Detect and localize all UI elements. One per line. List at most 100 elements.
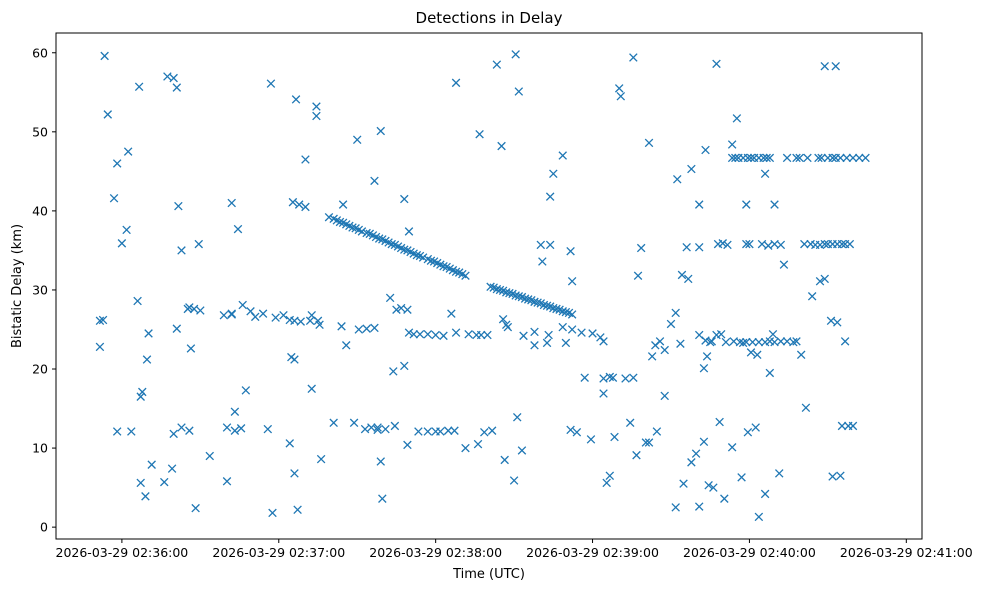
data-point-marker <box>122 225 131 235</box>
data-point-marker <box>389 367 398 376</box>
data-point-marker <box>836 471 845 481</box>
data-point-marker <box>390 421 400 431</box>
x-tick-label: 2026-03-29 02:41:00 <box>840 545 973 560</box>
data-point-marker <box>792 153 801 163</box>
data-point-marker <box>586 435 596 444</box>
data-point-marker <box>112 159 122 168</box>
data-point-marker <box>492 60 502 69</box>
data-point-marker <box>748 337 757 347</box>
data-point-marker <box>837 421 847 431</box>
data-point-marker <box>338 200 348 209</box>
data-point-marker <box>636 243 646 253</box>
data-point-marker <box>742 337 751 347</box>
data-point-marker <box>307 384 316 394</box>
data-point-marker <box>512 412 522 422</box>
data-point-marker <box>768 329 778 339</box>
data-point-marker <box>373 423 382 432</box>
data-point-marker <box>511 291 520 300</box>
data-point-marker <box>517 446 527 455</box>
data-point-marker <box>671 503 680 512</box>
data-point-marker <box>301 155 310 164</box>
data-point-marker <box>329 418 338 428</box>
data-point-marker <box>567 310 577 319</box>
data-point-marker <box>677 270 687 280</box>
data-point-marker <box>439 261 448 271</box>
data-point-marker <box>451 328 461 337</box>
data-point-marker <box>142 355 152 364</box>
data-point-marker <box>655 337 665 346</box>
data-point-marker <box>450 426 459 435</box>
data-point-marker <box>378 494 387 503</box>
data-point-marker <box>762 153 771 163</box>
data-point-marker <box>271 313 280 322</box>
data-point-marker <box>704 480 713 490</box>
x-tick-label: 2026-03-29 02:38:00 <box>369 545 502 560</box>
data-point-marker <box>712 59 721 69</box>
data-point-marker <box>608 373 618 382</box>
data-point-marker <box>641 438 651 447</box>
data-point-marker <box>412 250 422 260</box>
data-point-marker <box>451 267 461 277</box>
data-point-marker <box>112 427 122 436</box>
data-point-marker <box>572 428 582 437</box>
data-point-marker <box>374 234 384 243</box>
data-point-marker <box>660 391 669 401</box>
data-point-marker <box>250 312 260 322</box>
x-tick-label: 2026-03-29 02:37:00 <box>212 545 345 560</box>
data-point-marker <box>633 271 643 280</box>
data-point-marker <box>599 337 608 346</box>
data-point-marker <box>147 460 156 469</box>
data-point-marker <box>539 300 549 310</box>
data-point-marker <box>530 297 539 307</box>
data-point-marker <box>738 338 748 348</box>
data-point-marker <box>163 72 172 81</box>
data-point-marker <box>172 83 182 92</box>
data-point-marker <box>447 309 456 318</box>
data-point-marker <box>349 418 359 428</box>
data-point-marker <box>699 437 709 447</box>
data-point-marker <box>514 292 524 301</box>
data-point-marker <box>652 427 662 436</box>
data-point-marker <box>136 392 145 401</box>
data-point-marker <box>542 338 552 348</box>
data-point-marker <box>177 423 186 432</box>
data-point-marker <box>194 239 204 249</box>
data-point-marker <box>694 242 704 252</box>
data-point-marker <box>694 502 704 511</box>
data-point-marker <box>837 239 847 249</box>
data-point-marker <box>426 256 436 265</box>
data-point-marker <box>789 337 798 347</box>
data-point-marker <box>134 82 144 92</box>
data-point-marker <box>376 457 386 466</box>
data-point-marker <box>189 304 199 314</box>
data-point-marker <box>362 228 371 238</box>
data-point-marker <box>387 239 396 249</box>
data-point-marker <box>610 432 619 442</box>
data-point-marker <box>629 373 638 382</box>
data-point-marker <box>415 329 425 339</box>
y-tick-label: 40 <box>32 203 48 218</box>
data-point-marker <box>519 331 528 341</box>
data-point-marker <box>803 153 812 163</box>
data-point-marker <box>95 342 105 352</box>
data-point-marker <box>632 450 641 460</box>
data-point-marker <box>109 193 119 203</box>
data-point-marker <box>743 428 753 437</box>
plot-frame <box>55 32 923 540</box>
data-point-marker <box>185 303 194 312</box>
data-point-marker <box>705 337 715 347</box>
data-point-marker <box>268 508 277 518</box>
data-point-marker <box>792 337 801 346</box>
data-point-marker <box>335 217 345 227</box>
data-point-marker <box>461 443 470 453</box>
data-point-marker <box>523 295 533 304</box>
data-point-marker <box>423 427 433 436</box>
data-point-marker <box>558 151 567 160</box>
data-point-marker <box>720 494 729 503</box>
data-point-marker <box>279 310 288 320</box>
data-point-marker <box>501 288 511 297</box>
data-point-marker <box>549 303 558 313</box>
data-point-marker <box>599 389 608 398</box>
